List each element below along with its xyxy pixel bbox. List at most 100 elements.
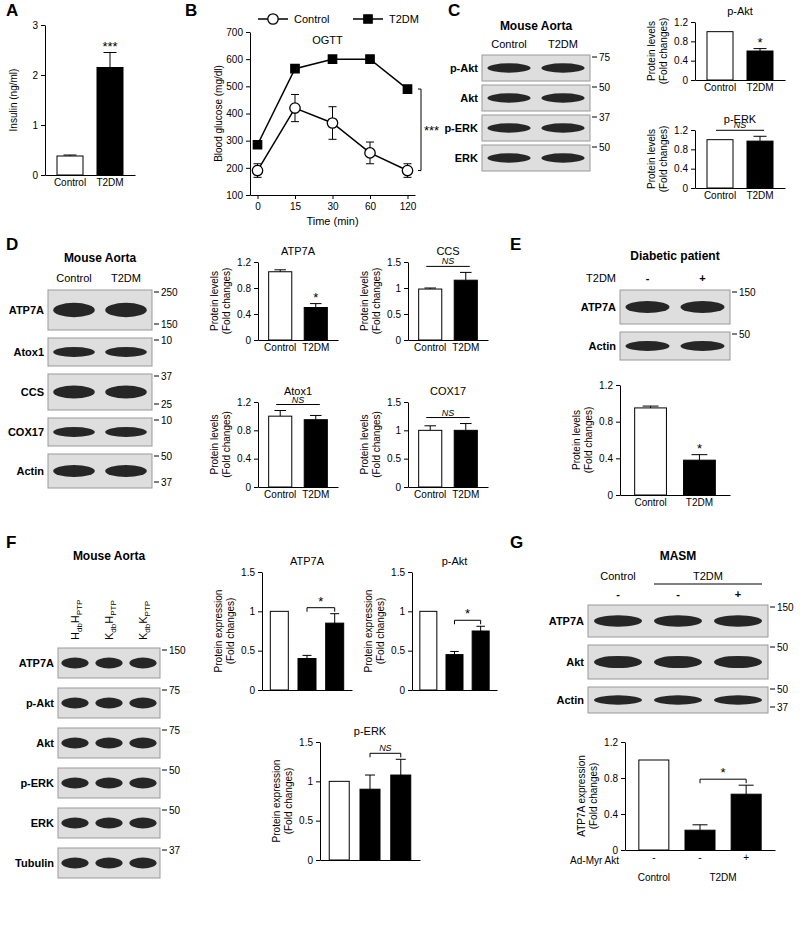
western-blot: MASM--+ControlT2DMATP7A150Akt50Actin5037	[549, 549, 794, 713]
blot-band	[714, 615, 762, 627]
tick-label: 1	[32, 120, 38, 131]
y-axis-title: (Fold changes)	[225, 598, 236, 665]
tick-label: 0	[307, 855, 313, 866]
tick-label: Control	[264, 342, 296, 353]
marker-dash	[770, 607, 775, 608]
blot-band	[95, 818, 122, 829]
bar	[731, 794, 761, 850]
axis-line	[45, 26, 46, 176]
tick-label: 0	[245, 335, 251, 346]
marker-dash	[592, 117, 597, 118]
y-axis-title: Protein levels	[646, 21, 657, 81]
marker-dash	[732, 292, 737, 293]
tick-mark	[621, 778, 625, 779]
axis-line	[620, 386, 621, 496]
y-tick: 0.5	[387, 309, 408, 320]
column-title: T2DM	[586, 272, 616, 284]
bar	[454, 430, 477, 487]
blot-band	[61, 658, 88, 669]
y-axis-title: Protein levels	[646, 129, 657, 189]
annotation: *	[318, 594, 323, 609]
blot-background	[48, 418, 152, 446]
annotation: NS	[442, 256, 455, 266]
axis-line	[695, 23, 696, 81]
bar	[304, 308, 327, 341]
blot-band	[61, 698, 88, 709]
bar	[57, 156, 83, 175]
column-group: Control	[600, 570, 635, 582]
axis-line	[412, 573, 413, 691]
blot-background	[620, 332, 730, 360]
row-label: p-Akt	[26, 697, 54, 709]
tick-mark	[41, 125, 45, 126]
tick-label: 0	[395, 482, 401, 493]
tick-label: 200	[226, 163, 243, 174]
blot-background	[48, 454, 152, 488]
mw-marker: 150	[169, 645, 186, 656]
tick-label: T2DM	[452, 342, 479, 353]
y-tick: 400	[226, 108, 250, 119]
tick-label: Control	[634, 497, 666, 508]
marker-dash	[162, 850, 167, 851]
panel-letter: D	[6, 235, 18, 254]
blot-background	[48, 338, 152, 366]
tick-mark	[404, 459, 408, 460]
row-label: Tubulin	[15, 857, 54, 869]
y-axis: 00.40.81.2	[237, 397, 258, 493]
label-part: H	[69, 615, 81, 623]
bar	[472, 631, 489, 690]
tick-mark	[41, 25, 45, 26]
tick-label: T2DM	[746, 190, 773, 201]
error-bar	[460, 272, 472, 280]
tick-mark	[621, 850, 625, 851]
blot-band	[53, 427, 95, 437]
tick-mark	[621, 814, 625, 815]
tick-mark	[404, 430, 408, 431]
blot-band	[541, 153, 584, 162]
y-tick: 1.5	[387, 397, 408, 408]
bar	[635, 408, 667, 495]
plot-area	[419, 272, 478, 340]
x-tick: -	[698, 850, 701, 863]
legend-marker	[268, 14, 278, 24]
tick-mark	[295, 195, 296, 199]
y-tick: 0.8	[237, 283, 258, 294]
tick-label: 1.5	[299, 737, 313, 748]
annotation: ***	[424, 123, 439, 138]
y-axis: 00.511.5	[391, 567, 412, 696]
bar-chart: 00.40.81.2ControlT2DMProtein levels(Fold…	[571, 380, 731, 508]
tick-mark	[408, 690, 412, 691]
tick-mark	[254, 459, 258, 460]
chart-title: p-ERK	[354, 725, 387, 737]
column-label: Control	[56, 272, 91, 284]
tick-label: 3	[32, 20, 38, 31]
tick-label: T2DM	[96, 177, 123, 188]
column-label: KdbKPTP	[137, 601, 152, 640]
y-axis: 00.511.5	[387, 397, 408, 493]
tick-label: T2DM	[746, 82, 773, 93]
marker-dash	[770, 689, 775, 690]
x-tick: T2DM	[302, 340, 329, 353]
x-tick: Control	[414, 487, 446, 500]
x-axis: ControlT2DM	[409, 487, 489, 500]
mw-marker: 37	[161, 371, 173, 382]
y-axis: 00.511.5	[241, 567, 262, 696]
axis-line	[321, 860, 421, 861]
plot-area	[252, 55, 412, 177]
marker	[327, 118, 337, 128]
tick-label: 0.8	[599, 416, 613, 427]
x-axis: Control T2DM	[621, 495, 731, 508]
x-tick: T2DM	[746, 80, 773, 93]
blot-band	[626, 301, 670, 313]
bar	[97, 68, 123, 176]
y-tick: 0	[607, 490, 620, 501]
y-tick: 0.8	[237, 425, 258, 436]
tick-label: 1.2	[599, 380, 613, 391]
annotation: *	[313, 290, 318, 305]
tick-label: 100	[226, 190, 243, 201]
mw-marker: 50	[599, 82, 611, 93]
tick-label: Control	[704, 190, 736, 201]
tick-label: 1	[307, 776, 313, 787]
tick-label: T2DM	[686, 497, 713, 508]
x-tick: T2DM	[686, 495, 713, 508]
